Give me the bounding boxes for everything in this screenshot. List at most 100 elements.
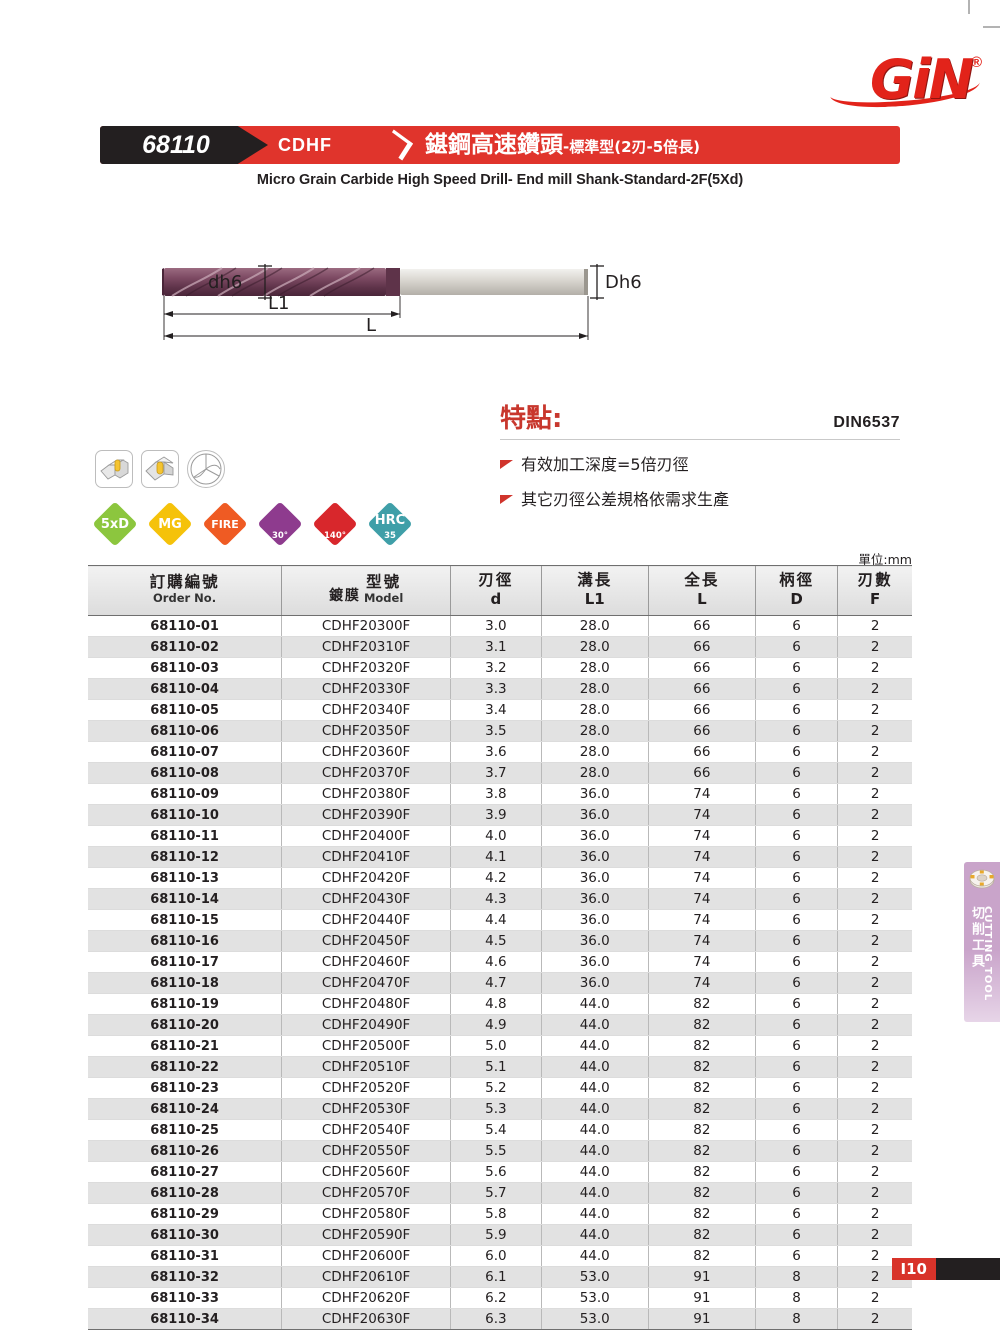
table-cell: CDHF20530F [281, 1098, 451, 1120]
table-cell: 3.2 [450, 657, 542, 679]
registered-trademark-icon: ® [970, 54, 982, 71]
table-cell: 66 [647, 741, 756, 763]
table-cell: 6 [754, 1014, 838, 1036]
table-row: 68110-12 CDHF20410F 4.1 36.0 74 6 2 [88, 846, 912, 868]
table-cell: CDHF20420F [281, 867, 451, 889]
table-cell: 4.0 [450, 825, 542, 847]
table-cell: 82 [647, 1077, 756, 1099]
crop-mark-horizontal [983, 26, 1000, 28]
table-cell: 5.2 [450, 1077, 542, 1099]
table-header-row: 訂購編號 Order No. 鍍膜 型號 Model 刃徑 [88, 565, 912, 616]
table-cell: 28.0 [540, 741, 649, 763]
table-cell: 66 [647, 657, 756, 679]
depth-5xd-badge: 5xD [92, 501, 138, 547]
column-label-coating: 鍍膜 [328, 587, 361, 604]
table-cell: 91 [647, 1287, 756, 1309]
table-body: 68110-01 CDHF20300F 3.0 28.0 66 6 2 68110-02 CDH… [88, 615, 912, 1330]
table-cell: 44.0 [540, 1098, 649, 1120]
table-cell: 6 [754, 699, 838, 721]
table-cell: 6.1 [450, 1266, 542, 1288]
table-cell: 8 [754, 1266, 838, 1288]
table-cell: 66 [647, 699, 756, 721]
product-code: 68110 [100, 126, 268, 164]
table-cell: 3.3 [450, 678, 542, 700]
standard-label: DIN6537 [833, 414, 900, 431]
table-cell: 53.0 [540, 1287, 649, 1309]
column-label-cn: 刃數 [857, 571, 893, 590]
table-cell: 44.0 [540, 993, 649, 1015]
table-cell: 6 [754, 783, 838, 805]
column-shank-diameter-d: 柄徑 D [754, 565, 838, 616]
table-cell: 4.3 [450, 888, 542, 910]
table-cell: 2 [837, 636, 912, 658]
table-cell: 68110-20 [88, 1014, 282, 1036]
table-cell: 68110-24 [88, 1098, 282, 1120]
table-cell: 36.0 [540, 867, 649, 889]
table-cell: 4.1 [450, 846, 542, 868]
table-cell: 2 [837, 1224, 912, 1246]
table-row: 68110-02 CDHF20310F 3.1 28.0 66 6 2 [88, 636, 912, 658]
cross-section-icon [187, 450, 225, 488]
table-cell: 82 [647, 1014, 756, 1036]
table-cell: 68110-06 [88, 720, 282, 742]
table-cell: 74 [647, 930, 756, 952]
table-cell: 91 [647, 1266, 756, 1288]
column-diameter-d: 刃徑 d [450, 565, 542, 616]
table-row: 68110-28 CDHF20570F 5.7 44.0 82 6 2 [88, 1182, 912, 1204]
table-cell: 6 [754, 1077, 838, 1099]
table-cell: 82 [647, 1182, 756, 1204]
table-row: 68110-31 CDHF20600F 6.0 44.0 82 6 2 [88, 1245, 912, 1267]
table-cell: 44.0 [540, 1056, 649, 1078]
table-cell: 2 [837, 1308, 912, 1330]
table-cell: 44.0 [540, 1203, 649, 1225]
badge-diamond-icon [202, 501, 248, 547]
features-divider [500, 439, 900, 440]
series-label: CDHF [278, 134, 332, 155]
column-symbol: L1 [584, 589, 605, 608]
table-cell: 44.0 [540, 1224, 649, 1246]
table-cell: 2 [837, 867, 912, 889]
table-row: 68110-06 CDHF20350F 3.5 28.0 66 6 2 [88, 720, 912, 742]
table-cell: 2 [837, 1203, 912, 1225]
table-cell: 5.9 [450, 1224, 542, 1246]
column-label-en: Model [363, 591, 404, 605]
table-cell: 6 [754, 825, 838, 847]
svg-text:dh6: dh6 [208, 272, 242, 293]
feature-item: 有效加工深度=5倍刃徑 [500, 451, 900, 475]
table-cell: 82 [647, 1098, 756, 1120]
table-cell: 2 [837, 1140, 912, 1162]
table-cell: 2 [837, 951, 912, 973]
table-cell: CDHF20610F [281, 1266, 451, 1288]
table-cell: 2 [837, 1056, 912, 1078]
spec-badges: 5xD MG FIRE 30° 140° HRC 35 [92, 501, 413, 547]
table-cell: CDHF20380F [281, 783, 451, 805]
table-cell: 68110-03 [88, 657, 282, 679]
table-cell: 28.0 [540, 762, 649, 784]
table-row: 68110-30 CDHF20590F 5.9 44.0 82 6 2 [88, 1224, 912, 1246]
table-row: 68110-03 CDHF20320F 3.2 28.0 66 6 2 [88, 657, 912, 679]
table-cell: 36.0 [540, 972, 649, 994]
column-label-cn: 全長 [684, 571, 720, 590]
table-cell: 68110-19 [88, 993, 282, 1015]
table-cell: 6 [754, 1098, 838, 1120]
table-cell: 5.5 [450, 1140, 542, 1162]
table-cell: 44.0 [540, 1014, 649, 1036]
page-number: I10 [891, 1258, 936, 1280]
table-row: 68110-26 CDHF20550F 5.5 44.0 82 6 2 [88, 1140, 912, 1162]
column-symbol: d [490, 589, 502, 608]
table-cell: 28.0 [540, 720, 649, 742]
table-cell: CDHF20340F [281, 699, 451, 721]
table-row: 68110-08 CDHF20370F 3.7 28.0 66 6 2 [88, 762, 912, 784]
table-cell: CDHF20510F [281, 1056, 451, 1078]
title-banner: 68110 CDHF 鍖鋼高速鑽頭 -標準型(2刃-5倍長) [100, 126, 900, 164]
table-cell: 4.9 [450, 1014, 542, 1036]
table-cell: 5.1 [450, 1056, 542, 1078]
table-cell: CDHF20350F [281, 720, 451, 742]
coating-fire-badge: FIRE [202, 501, 248, 547]
table-row: 68110-10 CDHF20390F 3.9 36.0 74 6 2 [88, 804, 912, 826]
table-cell: 2 [837, 1287, 912, 1309]
table-cell: 44.0 [540, 1077, 649, 1099]
table-cell: 36.0 [540, 909, 649, 931]
table-cell: 44.0 [540, 1245, 649, 1267]
table-cell: 6 [754, 1056, 838, 1078]
